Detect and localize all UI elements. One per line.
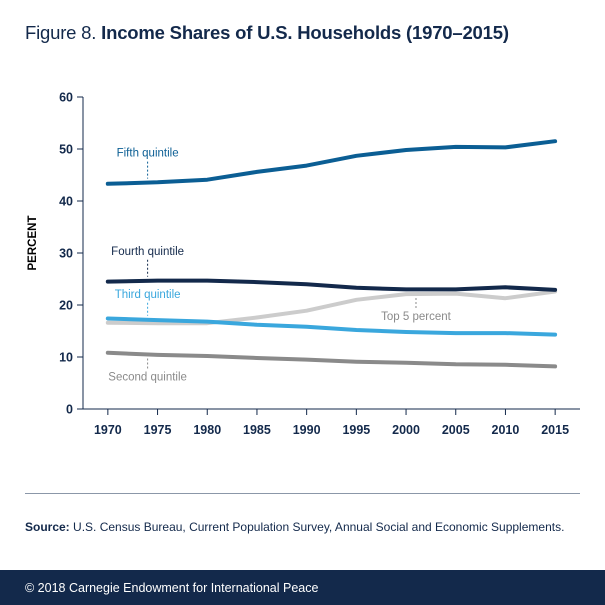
source-text: U.S. Census Bureau, Current Population S… [69, 520, 565, 534]
x-tick-label: 2010 [492, 423, 520, 437]
x-tick-label: 1990 [293, 423, 321, 437]
x-tick-label: 1995 [342, 423, 370, 437]
y-tick-label: 20 [59, 299, 73, 313]
x-tick-label: 1970 [94, 423, 122, 437]
series-line-top-5-percent [105, 289, 558, 326]
series-label-fourth-quintile: Fourth quintile [111, 246, 184, 258]
figure-title-text: Income Shares of U.S. Households (1970–2… [101, 22, 509, 43]
x-tick-label: 1985 [243, 423, 271, 437]
series-line-second-quintile [105, 350, 558, 369]
figure-title: Figure 8. Income Shares of U.S. Househol… [25, 22, 509, 44]
line-chart: 0 10 20 30 40 50 60 1970 1975 1980 1985 1990 1995 200… [27, 91, 580, 437]
source-label: Source: [25, 520, 70, 534]
y-tick-label: 60 [59, 91, 73, 105]
series-label-fifth-quintile: Fifth quintile [117, 148, 179, 160]
footer-bar: © 2018 Carnegie Endowment for Internatio… [0, 570, 605, 605]
y-tick-label: 50 [59, 143, 73, 157]
y-tick-label: 30 [59, 247, 73, 261]
x-tick-label: 2000 [392, 423, 420, 437]
figure-number: Figure 8. [25, 22, 97, 43]
source-note: Source: U.S. Census Bureau, Current Popu… [25, 520, 564, 534]
series-label-third-quintile: Third quintile [115, 289, 181, 301]
series-label-top-5-percent: Top 5 percent [381, 311, 451, 323]
y-tick-label: 40 [59, 195, 73, 209]
series-label-second-quintile: Second quintile [108, 372, 187, 384]
y-tick-label: 10 [59, 351, 73, 365]
x-tick-label: 1980 [193, 423, 221, 437]
y-tick-label: 0 [66, 403, 73, 417]
series-line-fourth-quintile [105, 278, 558, 292]
x-tick-label: 1975 [144, 423, 172, 437]
series-line-third-quintile [105, 316, 558, 337]
x-tick-label: 2015 [541, 423, 569, 437]
copyright-text: © 2018 Carnegie Endowment for Internatio… [25, 581, 319, 595]
y-axis-title: PERCENT [27, 216, 39, 271]
x-tick-label: 2005 [442, 423, 470, 437]
series-line-fifth-quintile [105, 139, 558, 186]
divider [25, 493, 580, 494]
